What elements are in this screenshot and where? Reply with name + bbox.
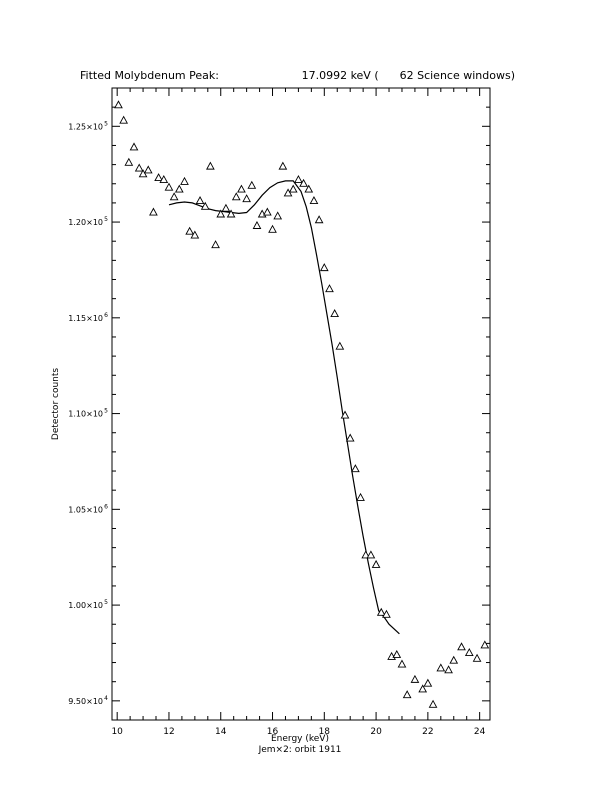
data-point	[428, 699, 438, 708]
data-point	[423, 678, 433, 687]
data-point	[319, 263, 329, 272]
data-point	[195, 196, 205, 205]
data-point	[436, 663, 446, 672]
y-tick-label: 1.10×10	[68, 410, 103, 419]
data-point	[410, 674, 420, 683]
footer-label: Jem×2: orbit 1911	[258, 745, 342, 755]
data-point	[382, 609, 391, 618]
data-point	[299, 178, 308, 187]
data-point	[351, 464, 360, 473]
data-point	[200, 201, 210, 210]
x-tick-label: 18	[319, 727, 331, 737]
data-point	[206, 161, 215, 170]
data-point	[444, 665, 453, 674]
data-point	[149, 207, 158, 216]
y-tick-label: 9.50×10	[68, 697, 103, 706]
data-point	[119, 115, 129, 124]
data-point	[143, 165, 153, 174]
data-point	[242, 194, 251, 203]
data-point	[366, 550, 376, 559]
data-point	[392, 649, 402, 658]
data-point	[288, 184, 298, 193]
data-point	[330, 309, 340, 318]
y-tick-exponent: 5	[104, 120, 108, 127]
data-point	[252, 220, 262, 229]
y-tick-label: 1.00×10	[68, 601, 103, 610]
data-point	[376, 607, 386, 616]
y-tick-exponent: 6	[104, 503, 108, 510]
data-point	[345, 433, 355, 442]
data-point	[164, 182, 174, 191]
data-point	[190, 230, 200, 239]
data-point	[278, 161, 288, 170]
data-point	[273, 211, 283, 220]
x-tick-label: 10	[111, 727, 123, 737]
data-points	[114, 100, 490, 708]
x-tick-label: 24	[474, 727, 486, 737]
data-point	[174, 184, 184, 193]
y-axis: 9.50×10 41.00×10 51.05×10 61.10×10 51.15×10 6…	[68, 106, 490, 706]
x-tick-label: 22	[422, 727, 433, 737]
data-point	[180, 176, 189, 185]
data-point	[247, 180, 257, 189]
data-point	[114, 100, 123, 109]
data-point	[402, 690, 412, 699]
y-tick-exponent: 5	[104, 216, 108, 223]
y-tick-label: 1.15×10	[68, 314, 103, 323]
y-axis-label: Detector counts	[51, 368, 61, 440]
data-point	[309, 196, 319, 205]
data-point	[304, 184, 314, 193]
data-point	[169, 192, 179, 201]
x-tick-label: 20	[370, 727, 382, 737]
data-point	[472, 653, 482, 662]
data-point	[226, 209, 236, 218]
data-point	[418, 684, 428, 693]
data-point	[129, 142, 139, 151]
data-point	[294, 174, 303, 183]
x-axis: 10 12 14 16 18 20 22 24	[111, 88, 486, 737]
y-tick-exponent: 5	[104, 408, 108, 415]
x-tick-label: 12	[163, 727, 174, 737]
data-point	[371, 559, 381, 568]
x-tick-label: 14	[215, 727, 227, 737]
y-tick-label: 1.20×10	[68, 218, 103, 227]
y-tick-exponent: 4	[104, 695, 108, 702]
x-tick-label: 16	[267, 727, 279, 737]
data-point	[314, 215, 324, 224]
data-point	[124, 157, 134, 166]
y-tick-exponent: 5	[104, 599, 108, 606]
x-axis-label: Energy (keV)	[271, 734, 329, 744]
data-point	[154, 173, 163, 182]
y-tick-label: 1.25×10	[68, 122, 103, 131]
data-point	[397, 659, 407, 668]
data-point	[480, 640, 490, 649]
data-point	[335, 341, 345, 350]
data-point	[262, 207, 272, 216]
data-point	[216, 209, 226, 218]
data-point	[237, 184, 246, 193]
data-point	[134, 163, 144, 172]
data-point	[449, 655, 459, 664]
plot-frame	[111, 87, 491, 721]
data-point	[457, 642, 466, 651]
data-point	[283, 188, 293, 197]
y-tick-exponent: 6	[104, 312, 108, 319]
data-point	[221, 203, 231, 212]
data-point	[138, 169, 148, 178]
y-tick-label: 1.05×10	[68, 505, 103, 514]
data-point	[159, 174, 169, 183]
fit-curve	[168, 180, 400, 635]
data-point	[464, 648, 474, 657]
data-point	[361, 550, 371, 559]
chart-title-right: 17.0992 keV ( 62 Science windows)	[302, 69, 515, 82]
data-point	[340, 410, 350, 419]
data-point	[211, 240, 220, 249]
data-point	[231, 192, 241, 201]
data-point	[268, 224, 277, 233]
data-point	[185, 226, 195, 235]
data-point	[356, 492, 365, 501]
data-point	[325, 284, 334, 293]
chart-title-left: Fitted Molybdenum Peak:	[80, 69, 219, 82]
